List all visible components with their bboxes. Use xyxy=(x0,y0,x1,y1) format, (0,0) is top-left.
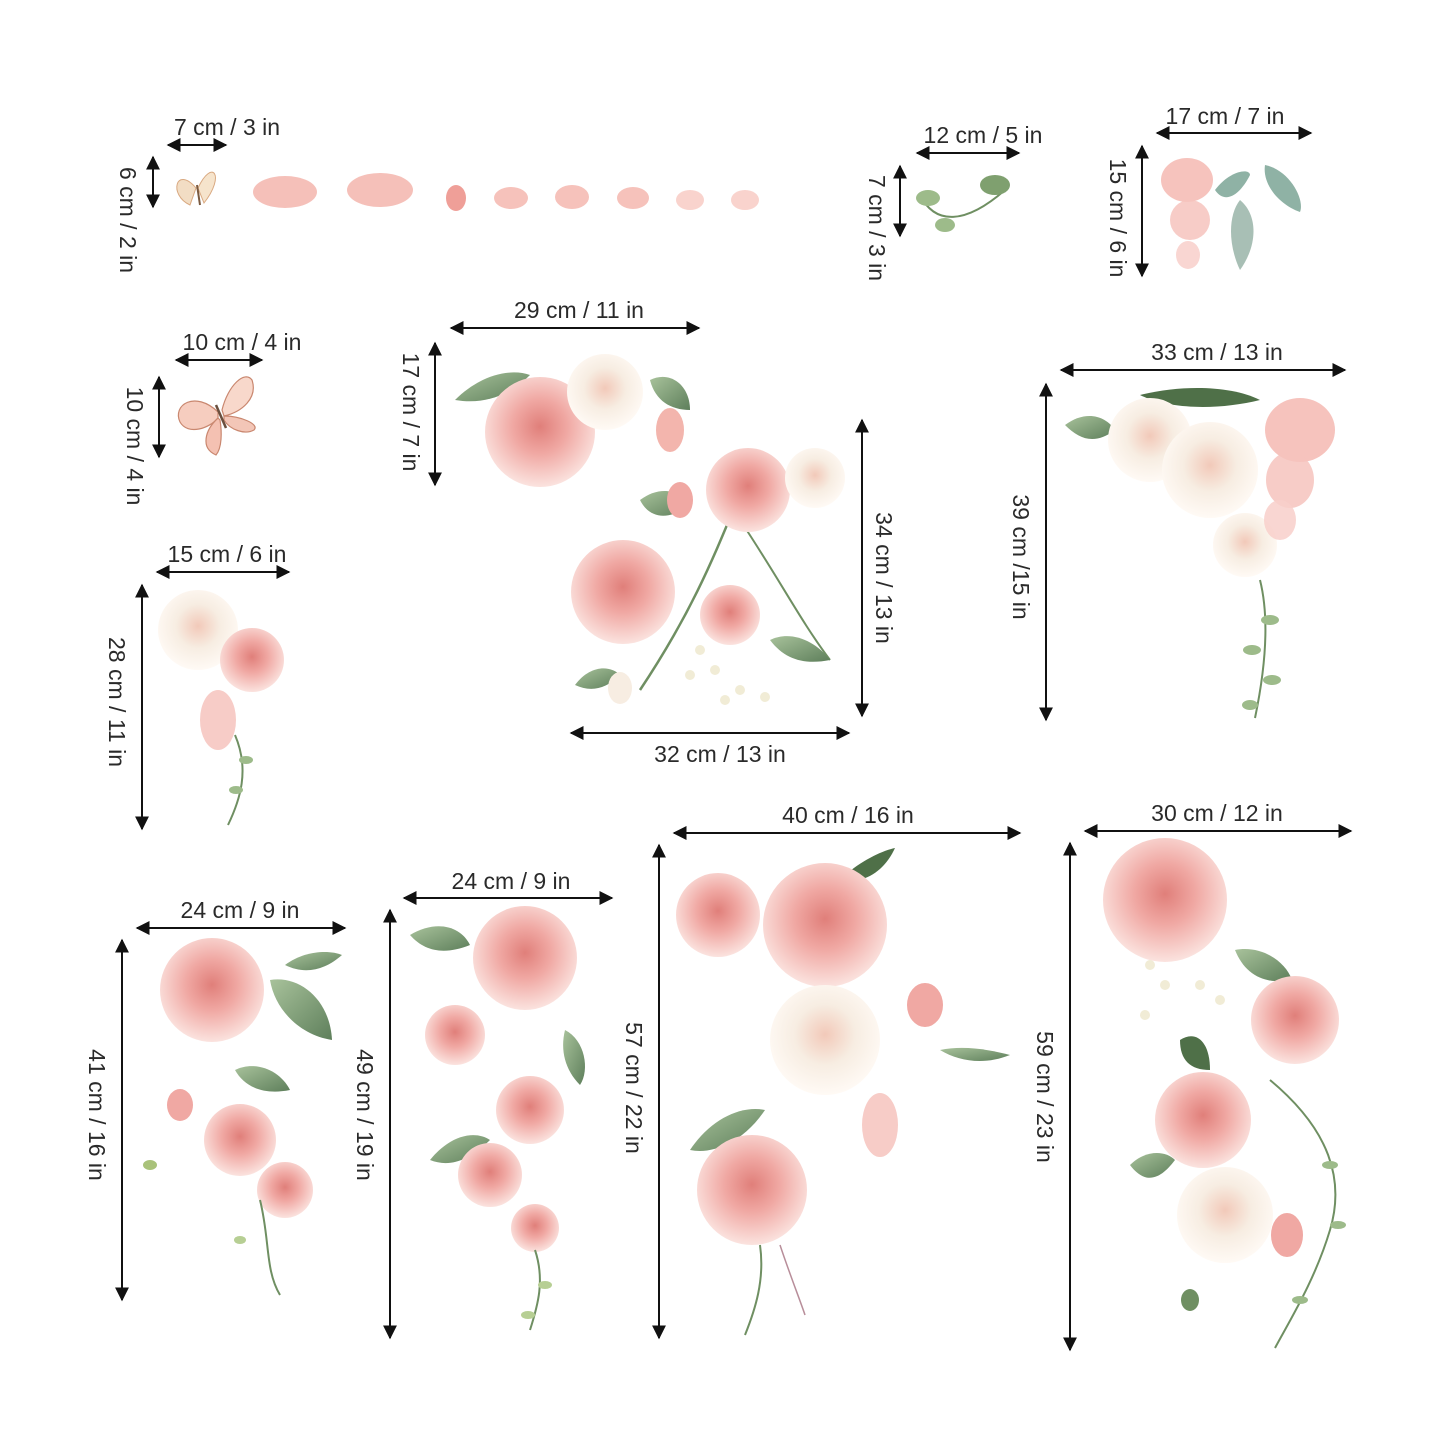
rose-icon xyxy=(1251,976,1339,1064)
rose-icon xyxy=(1213,513,1277,577)
corner-peony: 33 cm / 13 in 39 cm /15 in xyxy=(1008,339,1347,722)
height-label: 15 cm / 6 in xyxy=(1105,159,1131,278)
petal-icon xyxy=(494,187,528,209)
rose-icon xyxy=(257,1162,313,1218)
width-label: 10 cm / 4 in xyxy=(183,329,302,355)
rose-icon xyxy=(676,873,760,957)
babys-breath-icon xyxy=(685,645,770,705)
rose-icon xyxy=(1155,1072,1251,1168)
rose-icon xyxy=(571,540,675,644)
leaf-icon xyxy=(916,175,1010,232)
vine-icon xyxy=(227,734,253,826)
vine-icon xyxy=(744,1244,806,1336)
butterfly-icon xyxy=(177,376,256,456)
width-label: 29 cm / 11 in xyxy=(514,297,644,323)
butterfly: 10 cm / 4 in 10 cm / 4 in xyxy=(122,329,301,505)
peony-icon xyxy=(567,354,643,430)
width-label: 15 cm / 6 in xyxy=(168,541,287,567)
width-label: 30 cm / 12 in xyxy=(1151,800,1283,826)
wisteria-icon xyxy=(862,1093,898,1157)
top-rose-cluster: 29 cm / 11 in 17 cm / 7 in xyxy=(398,297,701,487)
peony-icon xyxy=(785,448,845,508)
width-label: 24 cm / 9 in xyxy=(181,897,300,923)
wisteria-icon xyxy=(1161,158,1213,269)
width-label: 32 cm / 13 in xyxy=(654,741,786,767)
rosebud-icon xyxy=(608,482,693,704)
width-label: 7 cm / 3 in xyxy=(174,114,280,140)
leaf-icon xyxy=(1130,949,1292,1178)
rose-icon xyxy=(204,1104,276,1176)
large-rose-bouquet: 40 cm / 16 in 57 cm / 22 in xyxy=(621,802,1022,1340)
rose-icon xyxy=(220,628,284,692)
hanging-leaves: 17 cm / 7 in 15 cm / 6 in xyxy=(1105,103,1313,278)
rose-vine-mid: 24 cm / 9 in 49 cm / 19 in xyxy=(352,868,614,1340)
peony-icon xyxy=(770,985,880,1095)
rose-icon xyxy=(700,585,760,645)
center-rose-bouquet: 32 cm / 13 in 34 cm / 13 in xyxy=(569,418,897,767)
vine-icon xyxy=(143,1160,281,1296)
height-label: 49 cm / 19 in xyxy=(352,1049,378,1181)
rosebud-icon xyxy=(907,983,943,1027)
petal-icon xyxy=(731,190,759,210)
peony-icon xyxy=(1162,422,1258,518)
width-label: 12 cm / 5 in xyxy=(924,122,1043,148)
rose-icon xyxy=(496,1076,564,1144)
vine-icon xyxy=(1269,1079,1346,1349)
height-label: 41 cm / 16 in xyxy=(84,1049,110,1181)
small-rose-pair: 15 cm / 6 in 28 cm / 11 in xyxy=(104,541,291,831)
rose-icon xyxy=(425,1005,485,1065)
rosebud-icon xyxy=(656,408,684,452)
petal-icon xyxy=(617,187,649,209)
rose-icon xyxy=(1103,838,1227,962)
height-label: 34 cm / 13 in xyxy=(871,512,897,644)
peony-icon xyxy=(1177,1167,1273,1263)
rose-vine-left: 24 cm / 9 in 41 cm / 16 in xyxy=(84,897,347,1302)
leaf-icon xyxy=(455,372,690,410)
width-label: 24 cm / 9 in xyxy=(452,868,571,894)
width-label: 33 cm / 13 in xyxy=(1151,339,1283,365)
width-label: 17 cm / 7 in xyxy=(1166,103,1285,129)
rose-icon xyxy=(763,863,887,987)
height-label: 59 cm / 23 in xyxy=(1032,1031,1058,1163)
wisteria-icon xyxy=(1264,398,1335,540)
leaf-sprig: 12 cm / 5 in 7 cm / 3 in xyxy=(864,122,1042,281)
rosebud-icon xyxy=(167,1089,193,1121)
height-label: 6 cm / 2 in xyxy=(115,167,141,273)
height-label: 57 cm / 22 in xyxy=(621,1022,647,1154)
height-label: 7 cm / 3 in xyxy=(864,175,890,281)
rose-icon xyxy=(473,906,577,1010)
height-label: 28 cm / 11 in xyxy=(104,637,130,767)
rose-icon xyxy=(485,377,595,487)
height-label: 10 cm / 4 in xyxy=(122,387,148,506)
wisteria-icon xyxy=(200,690,236,750)
petals-butterfly-strip: 7 cm / 3 in 6 cm / 2 in xyxy=(115,114,759,273)
rosebud-icon xyxy=(1181,1213,1303,1311)
height-label: 39 cm /15 in xyxy=(1008,494,1034,619)
rose-icon xyxy=(697,1135,807,1245)
petal-icon xyxy=(446,185,466,211)
leaf-icon xyxy=(1065,388,1260,440)
leaf-icon xyxy=(410,926,585,1164)
babys-breath-icon xyxy=(1140,960,1225,1020)
vine-icon xyxy=(521,1249,552,1331)
rose-icon xyxy=(160,938,264,1042)
petal-icon xyxy=(253,176,317,208)
rose-icon xyxy=(706,448,790,532)
rose-cascade-right: 30 cm / 12 in 59 cm / 23 in xyxy=(1032,800,1353,1352)
rose-icon xyxy=(458,1143,522,1207)
small-butterfly-icon xyxy=(176,171,216,206)
petal-icon xyxy=(676,190,704,210)
leaf-icon xyxy=(235,952,342,1092)
petal-icon xyxy=(555,185,589,209)
width-label: 40 cm / 16 in xyxy=(782,802,914,828)
rose-icon xyxy=(158,590,238,670)
petal-icon xyxy=(347,173,413,207)
height-label: 17 cm / 7 in xyxy=(398,353,424,472)
leaf-icon xyxy=(1215,165,1301,270)
vine-icon xyxy=(1242,579,1281,719)
rose-icon xyxy=(511,1204,559,1252)
